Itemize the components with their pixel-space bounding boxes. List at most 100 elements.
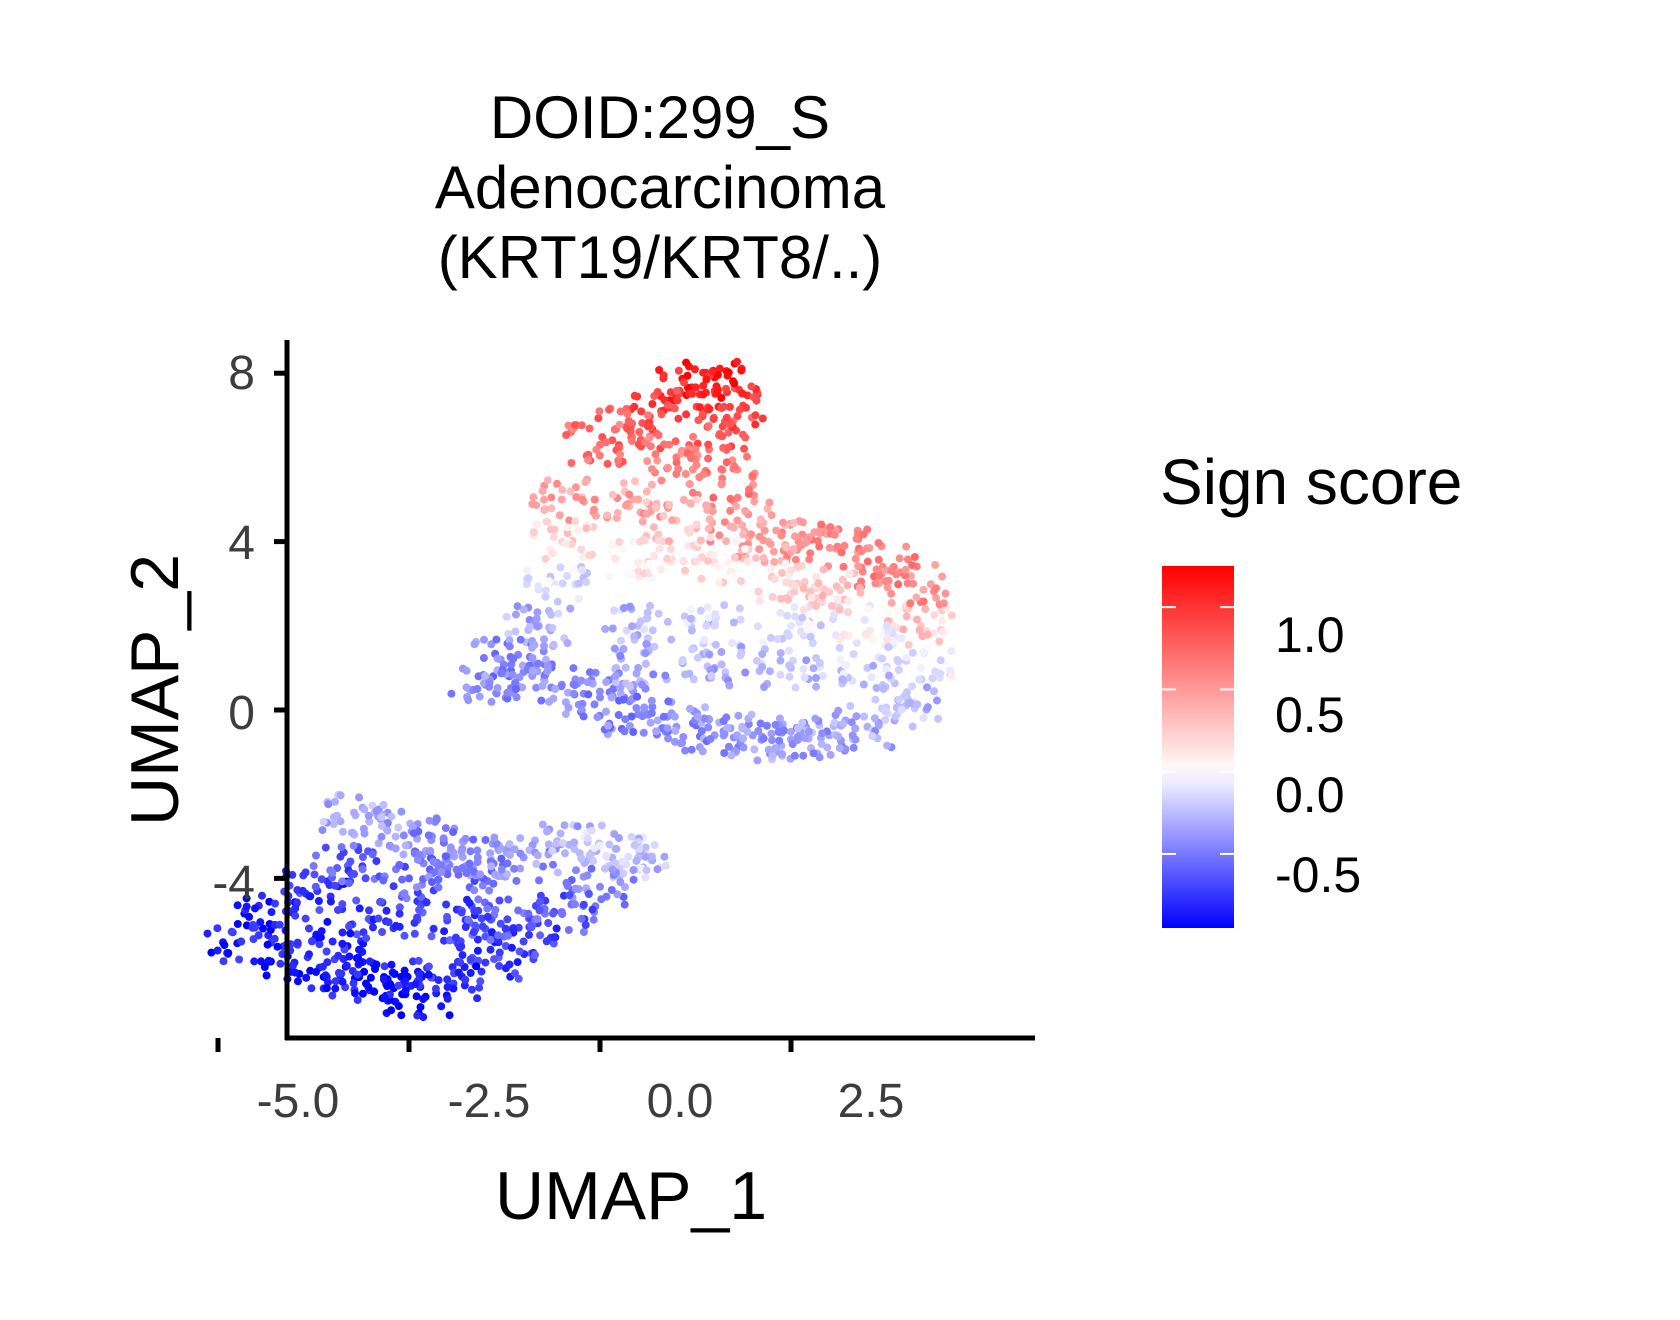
data-point bbox=[508, 670, 517, 679]
data-point bbox=[574, 579, 583, 588]
data-point bbox=[549, 939, 558, 948]
data-point bbox=[493, 684, 502, 692]
y-tick-label: 8 bbox=[228, 347, 255, 400]
data-point bbox=[798, 613, 807, 622]
data-point bbox=[351, 989, 359, 998]
data-point bbox=[646, 601, 654, 610]
data-point bbox=[308, 937, 317, 945]
data-point bbox=[932, 593, 941, 602]
data-point bbox=[312, 968, 320, 976]
data-point bbox=[878, 654, 887, 663]
data-point bbox=[538, 487, 547, 495]
data-point bbox=[681, 670, 690, 679]
data-point bbox=[708, 507, 717, 516]
data-point bbox=[711, 620, 720, 629]
data-point bbox=[791, 612, 799, 621]
data-point bbox=[742, 403, 750, 412]
data-point bbox=[760, 683, 769, 691]
data-point bbox=[768, 751, 777, 760]
data-point bbox=[743, 557, 752, 566]
data-point bbox=[833, 542, 842, 551]
data-point bbox=[424, 831, 433, 840]
data-point bbox=[783, 611, 792, 620]
data-point bbox=[467, 985, 476, 994]
data-point bbox=[875, 571, 884, 580]
data-point bbox=[605, 572, 614, 581]
data-point bbox=[563, 529, 572, 538]
data-point bbox=[674, 414, 683, 423]
data-point bbox=[768, 736, 776, 745]
data-point bbox=[552, 839, 561, 848]
data-point bbox=[702, 375, 711, 384]
data-point bbox=[516, 834, 525, 843]
data-point bbox=[672, 470, 681, 478]
data-point bbox=[679, 496, 688, 504]
data-point bbox=[321, 843, 330, 852]
data-point bbox=[725, 681, 734, 690]
data-point bbox=[779, 518, 787, 527]
data-point bbox=[626, 682, 635, 691]
data-point bbox=[672, 458, 681, 467]
data-point bbox=[552, 924, 561, 933]
data-point bbox=[374, 839, 383, 848]
data-point bbox=[399, 850, 408, 859]
data-point bbox=[387, 812, 396, 821]
data-point bbox=[852, 639, 861, 648]
data-point bbox=[854, 562, 863, 571]
data-point bbox=[275, 920, 284, 929]
data-point bbox=[483, 912, 492, 921]
data-point bbox=[611, 671, 620, 680]
data-point bbox=[894, 580, 903, 589]
data-point bbox=[839, 562, 848, 571]
data-point bbox=[440, 927, 449, 936]
data-point bbox=[699, 381, 708, 390]
data-point bbox=[756, 515, 765, 524]
data-point bbox=[338, 928, 347, 937]
data-point bbox=[704, 422, 713, 431]
data-point bbox=[477, 914, 486, 923]
data-point bbox=[227, 927, 236, 936]
data-point bbox=[525, 622, 534, 631]
x-tick-label: 0.0 bbox=[646, 1075, 714, 1128]
data-point bbox=[550, 525, 559, 534]
data-point bbox=[379, 801, 388, 809]
data-point bbox=[590, 495, 599, 504]
data-point bbox=[621, 715, 630, 724]
data-point bbox=[644, 411, 652, 420]
data-point bbox=[532, 520, 541, 529]
data-point bbox=[724, 428, 733, 437]
data-point bbox=[704, 613, 713, 622]
data-point bbox=[360, 967, 369, 976]
data-point bbox=[492, 839, 501, 848]
data-point bbox=[412, 992, 421, 1001]
data-point bbox=[346, 929, 355, 938]
data-point bbox=[451, 933, 460, 942]
data-point bbox=[213, 946, 222, 955]
data-point bbox=[799, 584, 808, 592]
data-point bbox=[505, 840, 514, 849]
data-point bbox=[464, 915, 473, 924]
x-ticks bbox=[215, 1038, 794, 1052]
data-point bbox=[750, 497, 759, 506]
data-point bbox=[633, 692, 642, 701]
data-point bbox=[250, 957, 259, 966]
data-point bbox=[311, 882, 320, 891]
data-point bbox=[497, 865, 506, 874]
data-point bbox=[782, 594, 791, 603]
data-point bbox=[534, 659, 543, 668]
data-point bbox=[812, 682, 821, 691]
data-point bbox=[817, 740, 826, 749]
data-point bbox=[372, 857, 381, 866]
data-point bbox=[427, 932, 436, 941]
data-point bbox=[736, 577, 745, 586]
data-point bbox=[666, 545, 675, 554]
data-point bbox=[496, 919, 505, 928]
data-point bbox=[699, 390, 708, 399]
data-point bbox=[946, 666, 955, 675]
data-point bbox=[462, 666, 471, 675]
data-point bbox=[497, 669, 506, 678]
data-point bbox=[717, 465, 726, 474]
data-point bbox=[844, 608, 853, 617]
data-point bbox=[328, 991, 337, 1000]
data-point bbox=[884, 627, 893, 636]
